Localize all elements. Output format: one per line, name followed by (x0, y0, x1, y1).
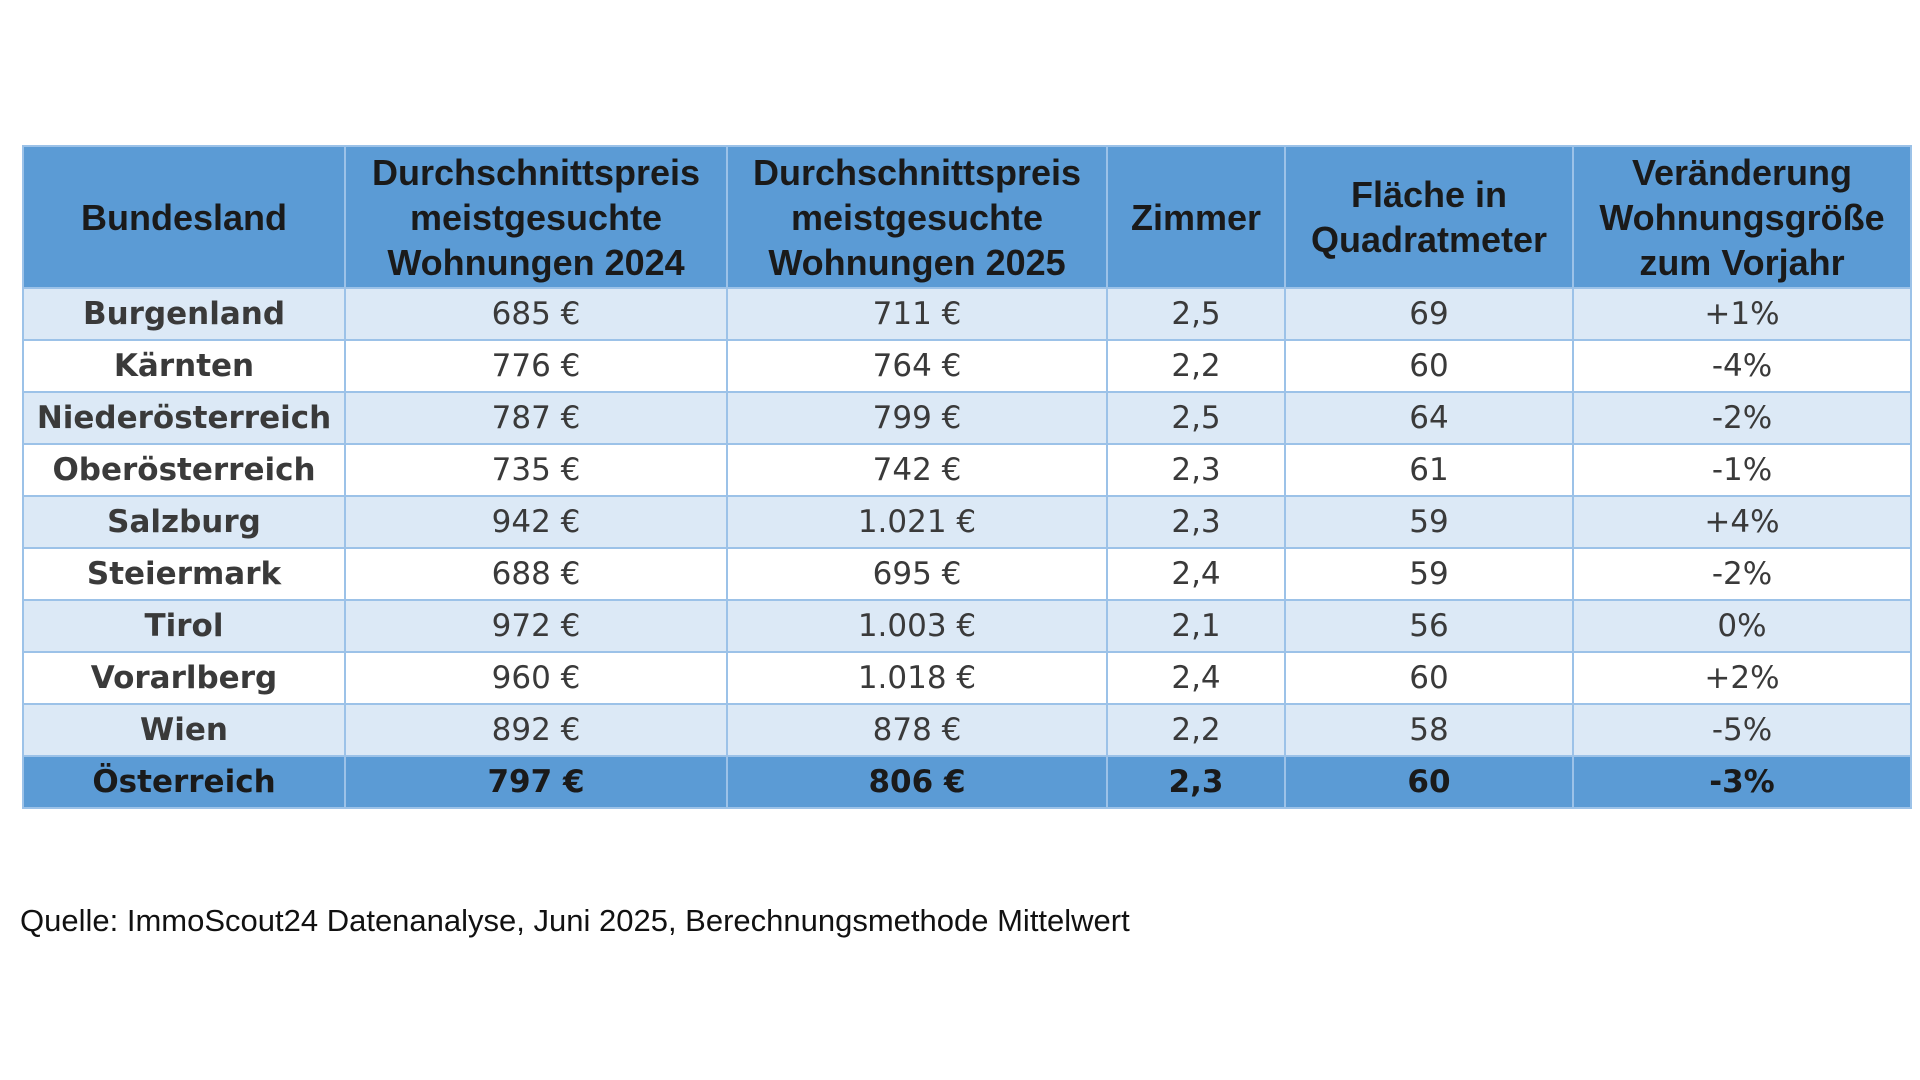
header-rooms: Zimmer (1106, 145, 1286, 289)
table-row: Wien 892 € 878 € 2,2 58 -5% (22, 703, 1912, 757)
cell-price-2024: 892 € (344, 703, 728, 757)
cell-price-2025: 799 € (726, 391, 1108, 445)
source-note: Quelle: ImmoScout24 Datenanalyse, Juni 2… (20, 903, 1130, 938)
header-row: Bundesland Durchschnittspreis meistgesuc… (22, 145, 1912, 289)
table-row: Vorarlberg 960 € 1.018 € 2,4 60 +2% (22, 651, 1912, 705)
cell-state: Steiermark (22, 547, 346, 601)
cell-rooms: 2,2 (1106, 339, 1286, 393)
cell-size-change: -4% (1572, 339, 1912, 393)
total-price-2024: 797 € (344, 755, 728, 809)
cell-area: 60 (1284, 651, 1574, 705)
cell-area: 61 (1284, 443, 1574, 497)
cell-price-2025: 695 € (726, 547, 1108, 601)
total-row: Österreich 797 € 806 € 2,3 60 -3% (22, 755, 1912, 809)
cell-rooms: 2,2 (1106, 703, 1286, 757)
cell-area: 59 (1284, 495, 1574, 549)
header-price-2024: Durchschnittspreis meistgesuchte Wohnung… (344, 145, 728, 289)
cell-area: 56 (1284, 599, 1574, 653)
header-size-change: Veränderung Wohnungsgröße zum Vorjahr (1572, 145, 1912, 289)
total-rooms: 2,3 (1106, 755, 1286, 809)
cell-state: Burgenland (22, 287, 346, 341)
cell-price-2024: 972 € (344, 599, 728, 653)
cell-price-2025: 742 € (726, 443, 1108, 497)
cell-price-2024: 685 € (344, 287, 728, 341)
cell-price-2025: 711 € (726, 287, 1108, 341)
cell-size-change: -5% (1572, 703, 1912, 757)
cell-size-change: -2% (1572, 547, 1912, 601)
table-row: Oberösterreich 735 € 742 € 2,3 61 -1% (22, 443, 1912, 497)
cell-rooms: 2,3 (1106, 443, 1286, 497)
cell-state: Salzburg (22, 495, 346, 549)
total-size-change: -3% (1572, 755, 1912, 809)
cell-rooms: 2,4 (1106, 651, 1286, 705)
cell-rooms: 2,1 (1106, 599, 1286, 653)
cell-size-change: +2% (1572, 651, 1912, 705)
cell-area: 60 (1284, 339, 1574, 393)
cell-price-2024: 688 € (344, 547, 728, 601)
header-area: Fläche in Quadratmeter (1284, 145, 1574, 289)
cell-rooms: 2,5 (1106, 391, 1286, 445)
total-state: Österreich (22, 755, 346, 809)
total-price-2025: 806 € (726, 755, 1108, 809)
cell-state: Niederösterreich (22, 391, 346, 445)
cell-state: Oberösterreich (22, 443, 346, 497)
cell-price-2025: 878 € (726, 703, 1108, 757)
cell-price-2024: 942 € (344, 495, 728, 549)
cell-rooms: 2,5 (1106, 287, 1286, 341)
table-row: Burgenland 685 € 711 € 2,5 69 +1% (22, 287, 1912, 341)
header-price-2025: Durchschnittspreis meistgesuchte Wohnung… (726, 145, 1108, 289)
table-row: Salzburg 942 € 1.021 € 2,3 59 +4% (22, 495, 1912, 549)
cell-size-change: +4% (1572, 495, 1912, 549)
cell-area: 64 (1284, 391, 1574, 445)
cell-state: Tirol (22, 599, 346, 653)
cell-price-2025: 1.003 € (726, 599, 1108, 653)
cell-price-2024: 960 € (344, 651, 728, 705)
table-row: Tirol 972 € 1.003 € 2,1 56 0% (22, 599, 1912, 653)
cell-size-change: -1% (1572, 443, 1912, 497)
cell-price-2025: 1.018 € (726, 651, 1108, 705)
rent-table: Bundesland Durchschnittspreis meistgesuc… (22, 145, 1912, 809)
cell-size-change: +1% (1572, 287, 1912, 341)
cell-price-2024: 776 € (344, 339, 728, 393)
cell-state: Kärnten (22, 339, 346, 393)
cell-area: 58 (1284, 703, 1574, 757)
cell-rooms: 2,3 (1106, 495, 1286, 549)
cell-state: Vorarlberg (22, 651, 346, 705)
cell-area: 69 (1284, 287, 1574, 341)
cell-price-2024: 787 € (344, 391, 728, 445)
cell-state: Wien (22, 703, 346, 757)
table-row: Niederösterreich 787 € 799 € 2,5 64 -2% (22, 391, 1912, 445)
table-row: Steiermark 688 € 695 € 2,4 59 -2% (22, 547, 1912, 601)
cell-area: 59 (1284, 547, 1574, 601)
table-row: Kärnten 776 € 764 € 2,2 60 -4% (22, 339, 1912, 393)
total-area: 60 (1284, 755, 1574, 809)
cell-size-change: -2% (1572, 391, 1912, 445)
cell-price-2025: 764 € (726, 339, 1108, 393)
cell-price-2024: 735 € (344, 443, 728, 497)
cell-size-change: 0% (1572, 599, 1912, 653)
header-bundesland: Bundesland (22, 145, 346, 289)
cell-price-2025: 1.021 € (726, 495, 1108, 549)
cell-rooms: 2,4 (1106, 547, 1286, 601)
